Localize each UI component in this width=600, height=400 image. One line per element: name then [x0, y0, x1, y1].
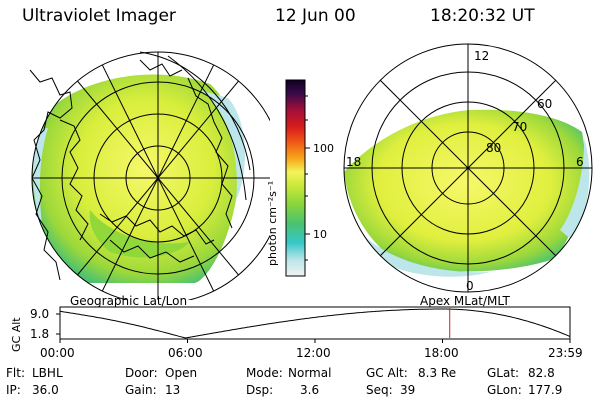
- colorbar-gradient: [285, 79, 306, 277]
- door-label: Door:: [125, 366, 158, 380]
- mode-value: Normal: [288, 366, 332, 380]
- geo-aurora-image: [32, 74, 246, 283]
- flt-value: LBHL: [32, 366, 63, 380]
- apex-map: 12 18 6 0 60 70 80: [343, 43, 593, 293]
- instrument-title: Ultraviolet Imager: [22, 6, 176, 26]
- colorbar-unit-label: photon cm⁻²s⁻¹: [266, 181, 279, 266]
- altitude-ytick-1.8: 1.8: [30, 327, 49, 341]
- glon-label: GLon:: [487, 383, 522, 397]
- mlat-label-60: 60: [537, 97, 552, 111]
- geo-panel-label: Geographic Lat/Lon: [70, 294, 188, 308]
- geo-coastlines: [29, 59, 233, 281]
- apex-mlat-mlt-grid: [343, 43, 593, 293]
- flt-label: Flt:: [6, 366, 25, 380]
- colorbar-label-100: 100: [313, 142, 334, 155]
- gcalt-value: 8.3 Re: [418, 366, 457, 380]
- apex-aurora-image: [344, 109, 590, 277]
- mlt-label-12: 12: [474, 49, 489, 63]
- altitude-curve: [59, 308, 571, 339]
- glat-value: 82.8: [528, 366, 555, 380]
- glat-label: GLat:: [487, 366, 520, 380]
- seq-value: 39: [400, 383, 416, 397]
- gcalt-label: GC Alt:: [366, 366, 408, 380]
- altitude-ylabel: GC Alt: [10, 317, 23, 352]
- altitude-plot: 9.0 1.8 GC Alt: [10, 306, 571, 352]
- dsp-value: 3.6: [300, 383, 320, 397]
- door-value: Open: [165, 366, 198, 380]
- geo-latlon-grid: [31, 51, 270, 300]
- glon-value: 177.9: [528, 383, 563, 397]
- geographic-map: [29, 51, 270, 300]
- gain-value: 13: [165, 383, 181, 397]
- xtick-1200: 12:00: [296, 346, 331, 360]
- date-label: 12 Jun 00: [275, 6, 356, 26]
- time-label: 18:20:32 UT: [430, 6, 535, 26]
- colorbar: 100 10 photon cm⁻²s⁻¹: [266, 79, 334, 277]
- ip-label: IP:: [6, 383, 21, 397]
- gain-label: Gain:: [125, 383, 157, 397]
- xtick-1800: 18:00: [424, 346, 459, 360]
- xtick-0000: 00:00: [40, 346, 75, 360]
- seq-label: Seq:: [366, 383, 393, 397]
- altitude-plot-frame: [59, 306, 571, 340]
- colorbar-label-10: 10: [313, 228, 327, 241]
- apex-panel-label: Apex MLat/MLT: [420, 294, 510, 308]
- mlt-label-18: 18: [346, 155, 361, 169]
- dsp-label: Dsp:: [246, 383, 274, 397]
- mlat-label-70: 70: [512, 120, 527, 134]
- ip-value: 36.0: [32, 383, 59, 397]
- mlt-label-6: 6: [576, 155, 584, 169]
- xtick-0600: 06:00: [168, 346, 203, 360]
- mode-label: Mode:: [246, 366, 283, 380]
- xtick-2359: 23:59: [548, 346, 583, 360]
- altitude-ytick-9: 9.0: [30, 307, 49, 321]
- mlat-label-80: 80: [486, 141, 501, 155]
- mlt-label-0: 0: [466, 279, 474, 293]
